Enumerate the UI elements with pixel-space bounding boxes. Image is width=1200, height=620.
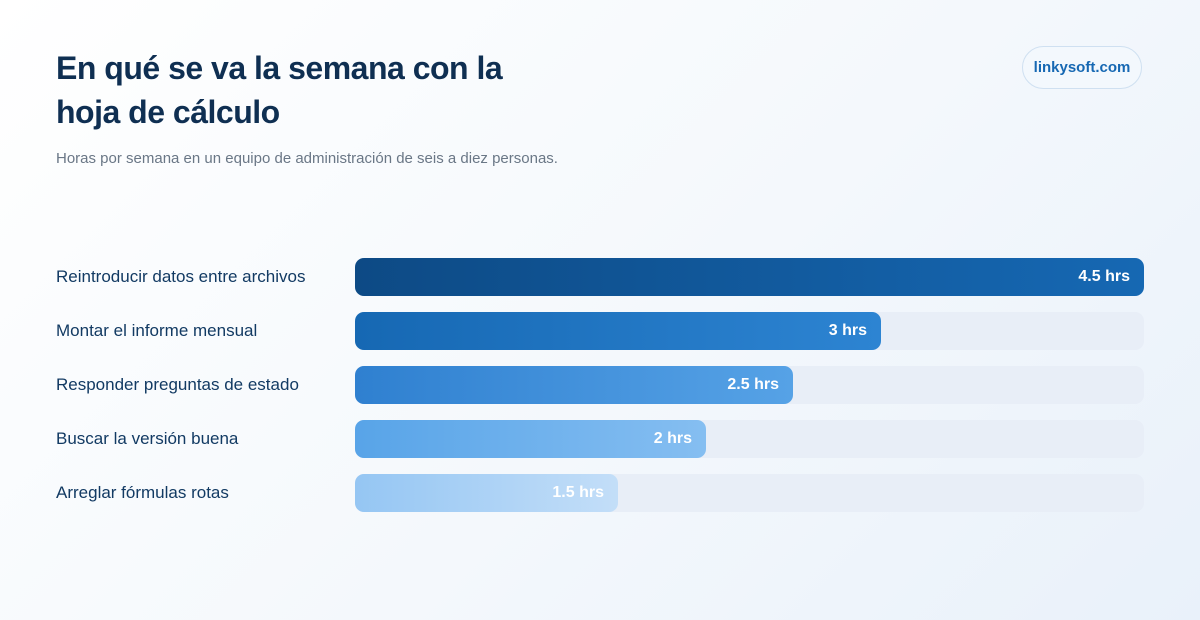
bar-track: 2.5 hrs [355,366,1144,404]
bar-value-label: 2.5 hrs [727,376,779,393]
bar[interactable]: 2.5 hrs [355,366,793,404]
brand-badge[interactable]: linkysoft.com [1022,46,1142,89]
bar-value-label: 4.5 hrs [1078,268,1130,285]
bar[interactable]: 3 hrs [355,312,881,350]
category-label: Montar el informe mensual [56,321,258,340]
chart-title: En qué se va la semana con la hoja de cá… [56,50,503,130]
bar-value-label: 3 hrs [828,322,867,339]
chart-subtitle: Horas por semana en un equipo de adminis… [56,150,558,167]
bar-track: 3 hrs [355,312,1144,350]
category-label: Reintroducir datos entre archivos [56,267,306,286]
category-label: Buscar la versión buena [56,429,239,448]
bar-track: 2 hrs [355,420,1144,458]
bar-value-label: 1.5 hrs [552,484,604,501]
bar[interactable]: 4.5 hrs [355,258,1144,296]
bar-track: 1.5 hrs [355,474,1144,512]
bar-value-label: 2 hrs [653,430,692,447]
category-label: Arreglar fórmulas rotas [56,483,229,502]
bar[interactable]: 1.5 hrs [355,474,618,512]
bar-track: 4.5 hrs [355,258,1144,296]
category-label: Responder preguntas de estado [56,375,299,394]
bar[interactable]: 2 hrs [355,420,706,458]
